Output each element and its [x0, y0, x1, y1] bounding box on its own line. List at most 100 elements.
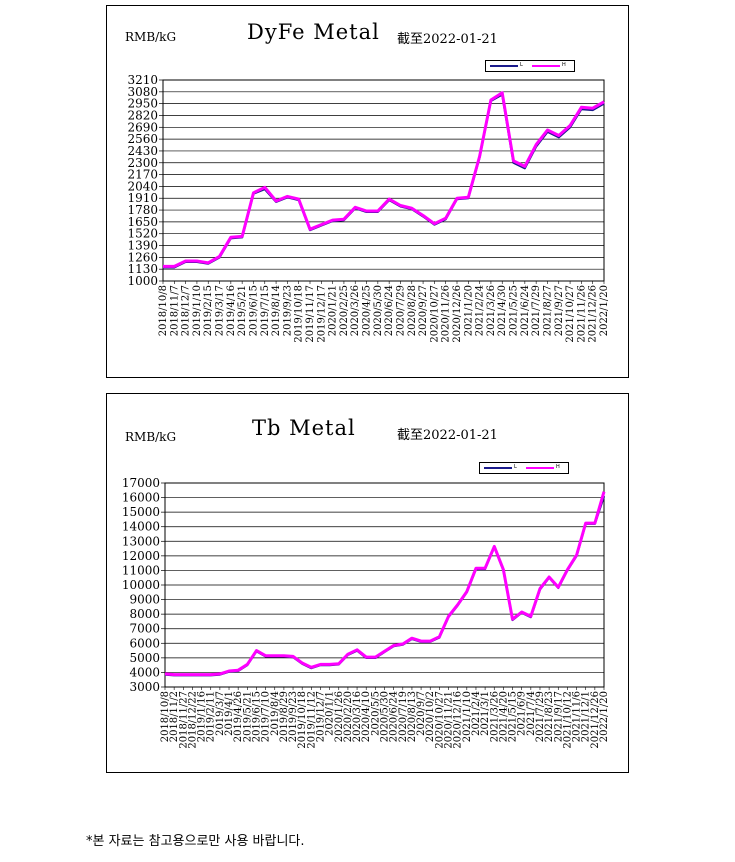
x-tick-label: 2020/2/20: [343, 691, 354, 742]
y-tick-label: 10000: [122, 578, 160, 592]
dyfe-line-chart: 1000113012601390152016501780191020402170…: [127, 73, 610, 343]
x-tick-label: 2021/6/24: [520, 285, 531, 336]
y-tick-label: 2430: [127, 144, 158, 158]
y-tick-label: 4000: [129, 665, 160, 679]
x-tick-label: 2020/10/2: [425, 691, 436, 742]
x-tick-label: 2018/12/22: [187, 691, 198, 749]
x-tick-label: 2020/5/5: [370, 691, 381, 736]
y-tick-label: 2950: [127, 97, 158, 111]
tb-legend: L H: [479, 462, 569, 474]
x-tick-label: 2020/11/26: [441, 285, 452, 343]
y-tick-label: 3000: [129, 680, 160, 694]
y-tick-label: 2300: [127, 156, 158, 170]
x-tick-label: 2019/5/21: [242, 691, 253, 742]
x-tick-label: 2022/1/20: [599, 285, 610, 336]
x-tick-label: 2018/11/7: [169, 285, 180, 336]
x-tick-label: 2019/3/17: [215, 285, 226, 336]
x-tick-label: 2021/3/26: [489, 691, 500, 742]
x-tick-label: 2018/12/7: [181, 285, 192, 336]
x-tick-label: 2019/4/1: [224, 691, 235, 736]
legend-high-swatch: [526, 467, 554, 469]
x-tick-label: 2020/6/24: [389, 691, 400, 742]
x-tick-label: 2020/6/24: [384, 285, 395, 336]
legend-high-label: H: [562, 62, 566, 68]
plot-area: [162, 79, 605, 282]
x-tick-label: 2021/12/26: [588, 285, 599, 343]
x-tick-label: 2020/12/26: [452, 285, 463, 343]
x-tick-label: 2021/8/23: [544, 691, 555, 742]
legend-low-swatch: [484, 467, 512, 469]
x-tick-label: 2019/1/16: [197, 691, 208, 742]
y-tick-label: 11000: [122, 563, 160, 577]
y-tick-label: 1780: [127, 203, 158, 217]
tb-date-note: 截至2022-01-21: [397, 428, 498, 443]
x-tick-label: 2019/9/23: [288, 691, 299, 742]
x-tick-label: 2019/4/16: [226, 285, 237, 336]
y-tick-label: 2690: [127, 120, 158, 134]
legend-low-label: L: [520, 62, 523, 68]
x-tick-label: 2019/1/10: [192, 285, 203, 336]
x-tick-label: 2019/11/12: [306, 691, 317, 749]
x-tick-label: 2019/7/10: [261, 691, 272, 742]
x-tick-label: 2021/3/26: [486, 285, 497, 336]
x-tick-label: 2021/11/26: [576, 285, 587, 343]
x-tick-label: 2019/6/15: [251, 691, 262, 742]
x-tick-label: 2022/1/20: [599, 691, 610, 742]
dyfe-date-note: 截至2022-01-21: [397, 32, 498, 47]
x-tick-label: 2019/12/17: [316, 285, 327, 343]
x-tick-label: 2021/5/15: [508, 691, 519, 742]
x-tick-label: 2020/7/19: [398, 691, 409, 742]
x-tick-label: 2019/12/7: [315, 691, 326, 742]
y-tick-label: 8000: [129, 607, 160, 621]
x-tick-label: 2021/2/24: [475, 285, 486, 336]
x-tick-label: 2019/5/21: [237, 285, 248, 336]
x-tick-label: 2019/2/15: [203, 285, 214, 336]
x-tick-label: 2020/9/7: [416, 691, 427, 736]
tb-chart-panel: RMB/kG Tb Metal 截至2022-01-21 L H 3000 400…: [106, 393, 629, 773]
x-tick-label: 2021/4/20: [498, 691, 509, 742]
x-tick-label: 2020/4/10: [361, 691, 372, 742]
x-tick-label: 2019/8/29: [279, 691, 290, 742]
x-tick-label: 2019/2/11: [206, 691, 217, 742]
y-tick-label: 1260: [127, 250, 158, 264]
x-tick-label: 2019/8/4: [270, 691, 281, 736]
x-tick-label: 2021/1/20: [463, 285, 474, 336]
x-tick-label: 2020/1/26: [334, 691, 345, 742]
x-tick-label: 2018/10/8: [160, 691, 171, 742]
x-tick-label: 2020/8/28: [407, 285, 418, 336]
dyfe-unit-label: RMB/kG: [125, 30, 177, 44]
footnote: *본 자료는 참고용으로만 사용 바랍니다.: [86, 834, 305, 849]
y-tick-label: 1650: [127, 215, 158, 229]
x-tick-label: 2021/1/10: [462, 691, 473, 742]
x-tick-label: 2021/11/6: [572, 691, 583, 742]
x-tick-label: 2020/3/16: [352, 691, 363, 742]
x-tick-label: 2021/7/29: [535, 691, 546, 742]
y-tick-label: 6000: [129, 636, 160, 650]
legend-high-label: H: [556, 464, 560, 470]
x-tick-label: 2019/11/17: [305, 285, 316, 343]
y-tick-label: 17000: [122, 476, 160, 490]
x-tick-label: 2020/9/27: [418, 285, 429, 336]
x-tick-label: 2019/7/15: [260, 285, 271, 336]
x-tick-label: 2020/1/21: [328, 285, 339, 336]
dyfe-chart-title: DyFe Metal: [247, 20, 380, 44]
y-tick-label: 1520: [127, 227, 158, 241]
y-tick-label: 1390: [127, 239, 158, 253]
y-tick-label: 2170: [127, 168, 158, 182]
x-tick-label: 2021/2/4: [471, 691, 482, 736]
x-tick-label: 2021/7/4: [526, 691, 537, 736]
x-tick-label: 2021/4/30: [497, 285, 508, 336]
x-tick-label: 2019/9/23: [282, 285, 293, 336]
y-tick-label: 7000: [129, 622, 160, 636]
x-tick-label: 2020/1/1: [325, 691, 336, 736]
x-tick-label: 2020/5/30: [373, 285, 384, 336]
x-tick-label: 2019/10/18: [297, 691, 308, 749]
series-line-H: [164, 491, 606, 677]
x-tick-label: 2020/10/27: [429, 285, 440, 343]
x-tick-label: 2021/10/12: [562, 691, 573, 749]
x-tick-label: 2021/3/1: [480, 691, 491, 736]
series-line-H: [163, 91, 605, 268]
x-tick-label: 2019/3/7: [215, 691, 226, 736]
y-tick-label: 2040: [127, 179, 158, 193]
x-tick-label: 2021/6/9: [517, 691, 528, 736]
